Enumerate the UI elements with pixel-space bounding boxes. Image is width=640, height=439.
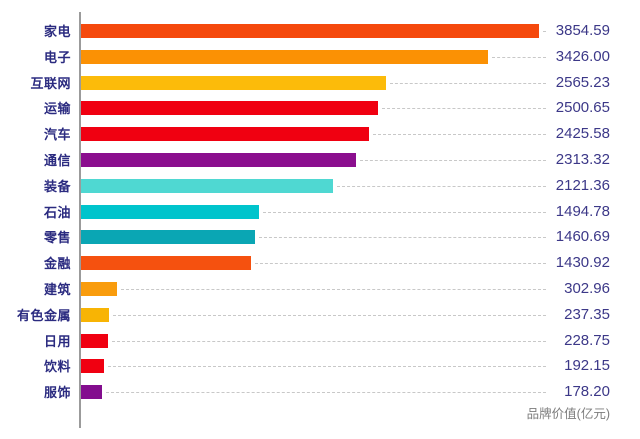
category-label: 互联网 [30, 75, 71, 91]
category-label: 运输 [43, 101, 71, 117]
bar [81, 333, 109, 348]
category-label: 通信 [43, 153, 71, 168]
value-label: 2313.32 [555, 151, 610, 168]
leader-line [255, 263, 546, 265]
value-label: 2565.23 [555, 73, 610, 91]
leader-line [121, 289, 546, 290]
leader-line [543, 31, 546, 32]
value-label: 192.15 [564, 357, 610, 375]
leader-line [113, 314, 546, 316]
value-label: 302.96 [564, 280, 610, 297]
bar [81, 307, 110, 322]
bar [81, 178, 334, 193]
value-label: 1494.78 [555, 202, 610, 220]
leader-line [112, 340, 546, 342]
category-label: 服饰 [43, 385, 71, 401]
value-label: 178.20 [564, 383, 610, 401]
category-label: 有色金属 [16, 307, 71, 323]
category-label: 家电 [43, 24, 71, 39]
value-label: 3426.00 [555, 47, 610, 65]
leader-line [107, 366, 546, 368]
value-label: 3854.59 [555, 22, 610, 39]
bar [81, 359, 104, 374]
leader-line [258, 237, 546, 239]
value-label: 2425.58 [555, 125, 610, 143]
value-label: 2121.36 [555, 176, 610, 194]
bar [81, 101, 379, 116]
bar [81, 24, 539, 38]
category-label: 石油 [43, 204, 71, 220]
category-label: 金融 [43, 256, 71, 272]
category-label: 电子 [43, 49, 71, 65]
leader-line [382, 108, 546, 110]
value-label: 228.75 [564, 331, 610, 349]
leader-line [373, 134, 546, 136]
bar [81, 75, 386, 90]
value-label: 1430.92 [555, 254, 610, 272]
bar [81, 127, 370, 142]
value-label: 1460.69 [555, 228, 610, 246]
bar [81, 204, 259, 219]
category-label: 装备 [43, 178, 71, 194]
leader-line [337, 185, 546, 187]
bar [81, 230, 255, 245]
bar [81, 256, 251, 271]
bar [81, 153, 356, 167]
category-label: 日用 [43, 333, 71, 349]
y-axis-line [79, 12, 81, 428]
bar [81, 385, 103, 400]
category-label: 建筑 [43, 282, 71, 297]
leader-line [359, 160, 546, 161]
value-label: 2500.65 [555, 99, 610, 117]
bar [81, 282, 117, 296]
leader-line [262, 211, 546, 213]
category-label: 零售 [43, 230, 71, 246]
leader-line [106, 392, 546, 394]
leader-line [389, 82, 546, 84]
category-label: 汽车 [43, 127, 71, 143]
value-label: 237.35 [564, 305, 610, 323]
value-axis-label: 品牌价值(亿元) [526, 407, 610, 421]
category-label: 饮料 [43, 359, 71, 375]
leader-line [492, 56, 546, 58]
bar [81, 49, 489, 64]
